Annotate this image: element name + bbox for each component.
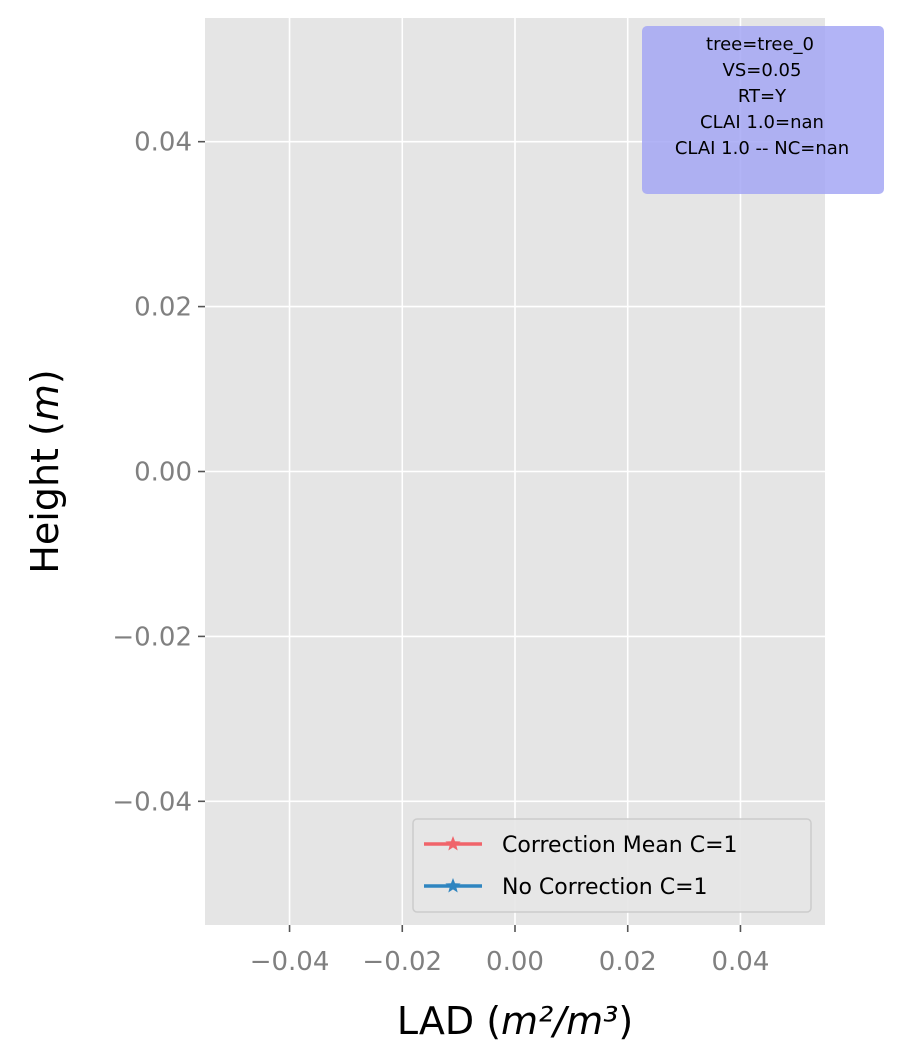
legend-item-no-correction: No Correction C=1 xyxy=(424,875,708,900)
x-tick-label: 0.02 xyxy=(599,947,657,977)
annotation-background xyxy=(642,26,884,194)
annotation-line: CLAI 1.0 -- NC=nan xyxy=(675,138,849,159)
annotation-line: tree=tree_0 xyxy=(706,34,814,55)
x-axis-title: LAD (m²/m³) xyxy=(397,999,633,1043)
x-tick-label: −0.04 xyxy=(250,947,330,977)
annotation-line: RT=Y xyxy=(738,86,787,107)
legend-item-correction-mean: Correction Mean C=1 xyxy=(424,833,738,858)
legend: Correction Mean C=1 No Correction C=1 xyxy=(412,818,812,913)
x-axis: −0.04 −0.02 0.00 0.02 0.04 xyxy=(250,925,770,977)
x-tick-label: −0.02 xyxy=(362,947,442,977)
annotation-line: VS=0.05 xyxy=(723,60,802,81)
legend-label-correction-mean: Correction Mean C=1 xyxy=(502,833,738,858)
annotation-line: CLAI 1.0=nan xyxy=(700,112,824,133)
y-tick-label: 0.00 xyxy=(134,458,192,488)
legend-label-no-correction: No Correction C=1 xyxy=(502,875,708,900)
star-marker-icon xyxy=(445,878,461,893)
y-tick-label: −0.04 xyxy=(112,787,192,817)
x-tick-label: 0.00 xyxy=(486,947,544,977)
y-tick-label: −0.02 xyxy=(112,622,192,652)
y-tick-label: 0.02 xyxy=(134,293,192,323)
y-axis: −0.04 −0.02 0.00 0.02 0.04 xyxy=(112,128,205,817)
star-marker-icon xyxy=(445,836,461,851)
y-axis-title: Height (m) xyxy=(23,369,67,573)
y-tick-label: 0.04 xyxy=(134,128,192,158)
legend-box xyxy=(412,818,812,913)
x-tick-label: 0.04 xyxy=(712,947,770,977)
annotation-box: tree=tree_0 VS=0.05 RT=Y CLAI 1.0=nan CL… xyxy=(642,26,884,194)
